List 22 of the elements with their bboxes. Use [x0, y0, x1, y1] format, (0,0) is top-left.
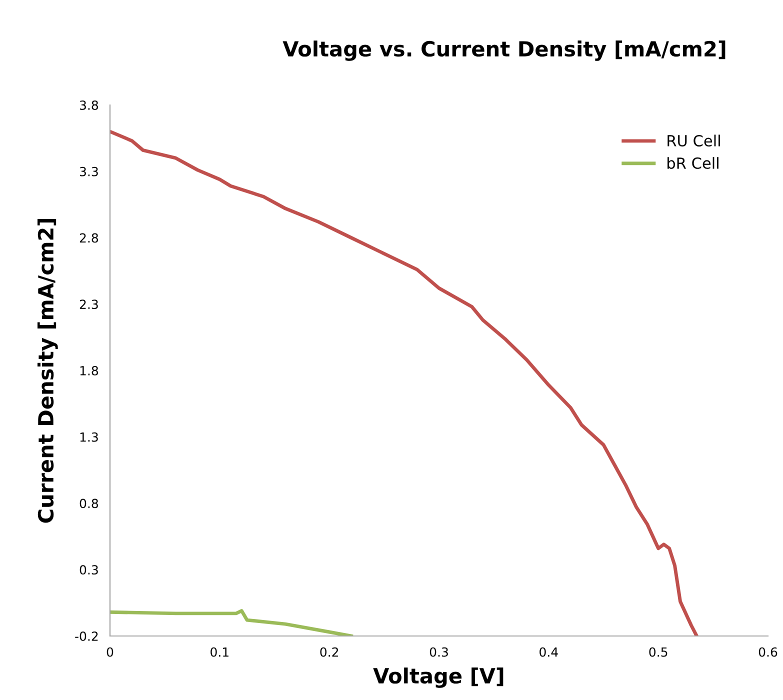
x-tick-label: 0.6	[758, 647, 778, 657]
y-tick-label: 0.3	[80, 565, 98, 575]
x-axis-title: Voltage [V]	[373, 668, 504, 688]
chart-title: Voltage vs. Current Density [mA/cm2]	[282, 40, 726, 61]
x-tick-label: 0	[106, 647, 114, 657]
y-axis-title: Current Density [mA/cm2]	[38, 219, 58, 523]
line-series	[110, 609, 353, 636]
y-tick-label: 1.3	[80, 432, 98, 442]
x-tick-label: 0.4	[540, 647, 558, 657]
y-tick-label: -0.2	[75, 631, 98, 641]
x-tick-label: 0.3	[430, 647, 448, 657]
y-tick-label: 2.3	[80, 300, 98, 310]
legend-label: RU Cell	[668, 134, 720, 147]
x-tick-label: 0.2	[320, 647, 338, 657]
y-tick-label: 1.8	[80, 366, 98, 376]
y-tick-label: 0.8	[80, 498, 98, 508]
x-tick-label: 0.1	[210, 647, 228, 657]
y-tick-label: 3.3	[80, 166, 98, 176]
y-tick-label: 2.8	[80, 233, 98, 243]
x-tick-label: 0.5	[649, 647, 668, 657]
legend-label: bR Cell	[668, 157, 718, 169]
y-tick-label: 3.8	[80, 100, 98, 110]
